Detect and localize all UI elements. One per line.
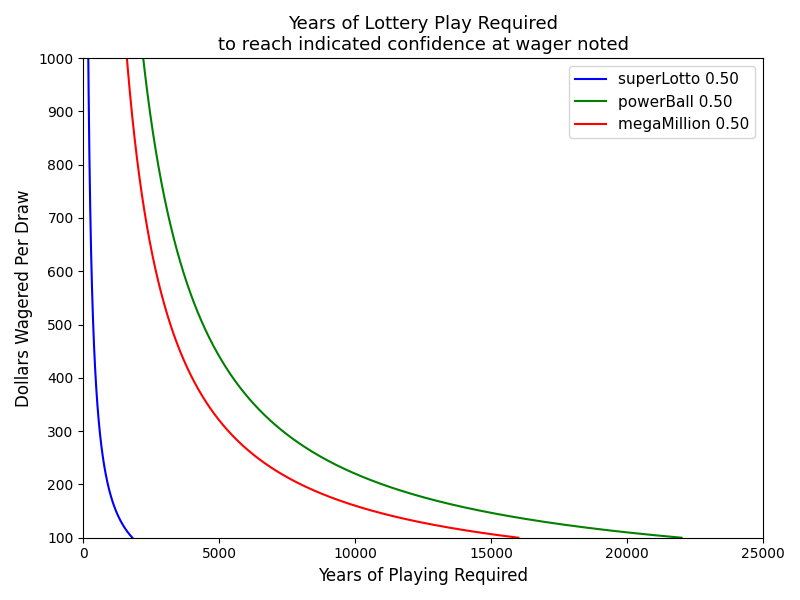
powerBall 0.50 [138, 55, 148, 62]
superLotto 0.50 [89, 340, 98, 347]
Line: superLotto 0.50: superLotto 0.50 [88, 58, 132, 538]
powerBall 0.50 [390, 485, 400, 493]
superLotto 0.50 [127, 534, 137, 541]
megaMillion 0.50 [132, 152, 142, 159]
powerBall 0.50 [207, 340, 217, 347]
superLotto 0.50 [89, 323, 98, 330]
Line: powerBall 0.50: powerBall 0.50 [143, 58, 682, 538]
megaMillion 0.50 [133, 160, 142, 167]
megaMillion 0.50 [139, 205, 149, 212]
powerBall 0.50 [152, 152, 162, 159]
Y-axis label: Dollars Wagered Per Draw: Dollars Wagered Per Draw [15, 189, 33, 407]
megaMillion 0.50 [166, 323, 176, 330]
megaMillion 0.50 [172, 340, 182, 347]
superLotto 0.50 [85, 152, 94, 159]
superLotto 0.50 [86, 205, 95, 212]
megaMillion 0.50 [122, 55, 132, 62]
Title: Years of Lottery Play Required
to reach indicated confidence at wager noted: Years of Lottery Play Required to reach … [218, 15, 629, 54]
Line: megaMillion 0.50: megaMillion 0.50 [127, 58, 518, 538]
powerBall 0.50 [677, 534, 686, 541]
X-axis label: Years of Playing Required: Years of Playing Required [318, 567, 528, 585]
superLotto 0.50 [85, 160, 94, 167]
powerBall 0.50 [162, 205, 171, 212]
megaMillion 0.50 [306, 485, 315, 493]
superLotto 0.50 [83, 55, 93, 62]
powerBall 0.50 [199, 323, 209, 330]
powerBall 0.50 [154, 160, 163, 167]
Legend: superLotto 0.50, powerBall 0.50, megaMillion 0.50: superLotto 0.50, powerBall 0.50, megaMil… [570, 66, 755, 138]
superLotto 0.50 [104, 485, 114, 493]
megaMillion 0.50 [514, 534, 523, 541]
